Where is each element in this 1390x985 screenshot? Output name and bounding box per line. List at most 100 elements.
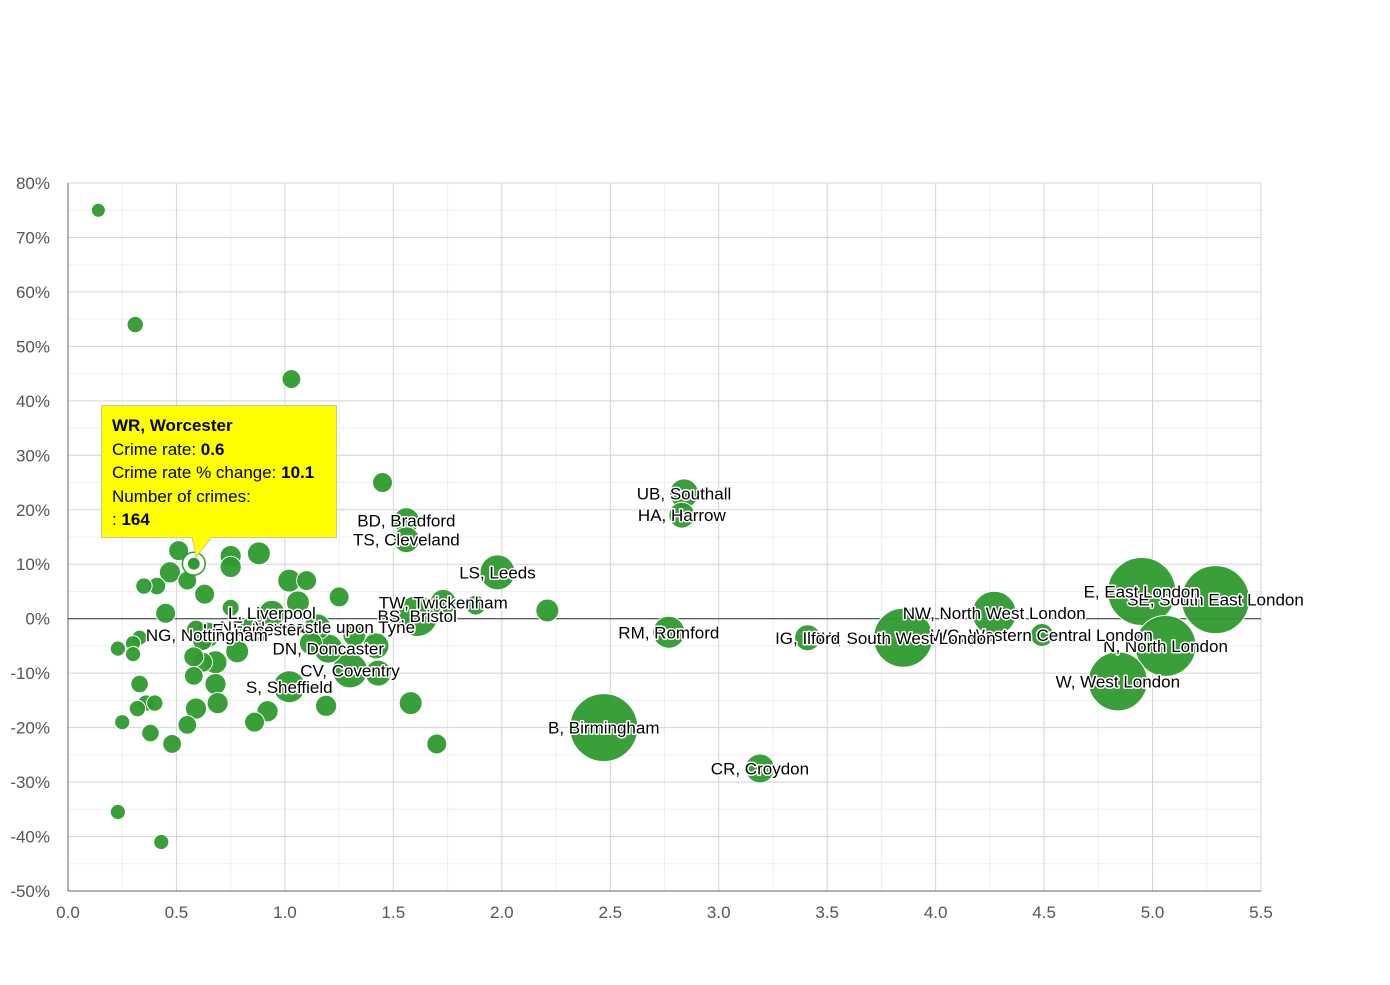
bubble-label: S, Sheffield — [246, 678, 333, 697]
bubble[interactable] — [392, 526, 420, 554]
bubble[interactable] — [158, 561, 182, 584]
bubble[interactable] — [1107, 556, 1177, 626]
bubble-label: LE, Leicester — [203, 621, 303, 640]
y-tick-label: -30% — [10, 773, 50, 792]
bubble[interactable] — [1134, 615, 1197, 677]
x-tick-label: 4.0 — [924, 903, 948, 922]
bubble[interactable] — [744, 753, 775, 784]
bubble-label: N, North London — [1103, 637, 1228, 656]
bubble[interactable] — [194, 583, 216, 605]
tooltip-count-row: : 164 — [112, 508, 326, 532]
bubble[interactable] — [328, 586, 350, 608]
bubble[interactable] — [281, 369, 302, 389]
bubble[interactable] — [183, 646, 205, 668]
x-tick-label: 5.0 — [1141, 903, 1165, 922]
bubble[interactable] — [124, 645, 142, 663]
bubble[interactable] — [873, 607, 934, 668]
x-tick-label: 2.5 — [598, 903, 622, 922]
bubble[interactable] — [342, 623, 367, 648]
bubble[interactable] — [258, 599, 286, 627]
y-tick-label: 30% — [16, 446, 50, 465]
bubble-label: RM, Romford — [618, 623, 719, 642]
bubble-highlighted[interactable] — [186, 556, 201, 571]
bubble[interactable] — [296, 570, 318, 592]
bubble-label: HA, Harrow — [638, 506, 727, 525]
tooltip-count-label: Number of crimes: — [112, 486, 251, 506]
bubble-label: IG, Ilford — [775, 629, 840, 648]
bubble[interactable] — [298, 631, 323, 656]
bubble[interactable] — [372, 472, 394, 494]
bubble[interactable] — [315, 694, 338, 717]
tooltip-pointer — [191, 537, 213, 559]
bubble-label: LS, Leeds — [459, 563, 536, 582]
bubble-label: L, Liverpool — [228, 604, 316, 623]
bubble[interactable] — [364, 659, 392, 687]
bubble[interactable] — [272, 670, 306, 704]
bubble[interactable] — [465, 594, 487, 616]
bubble[interactable] — [183, 665, 204, 686]
bubble-label: B, Birmingham — [548, 719, 659, 738]
bubble[interactable] — [246, 541, 271, 566]
bubble[interactable] — [141, 723, 160, 743]
bubble-label: DN, Doncaster — [273, 640, 385, 659]
y-tick-label: 20% — [16, 501, 50, 520]
bubble-label: TW, Twickenham — [379, 593, 508, 612]
bubble[interactable] — [535, 598, 560, 623]
bubble[interactable] — [114, 714, 131, 731]
bubble[interactable] — [794, 624, 822, 652]
tooltip: WR, Worcester Crime rate: 0.6 Crime rate… — [101, 405, 337, 538]
bubble[interactable] — [285, 590, 310, 615]
bubble[interactable] — [184, 697, 208, 720]
bubble[interactable] — [248, 621, 270, 643]
bubble-label: BS, Bristol — [378, 607, 457, 626]
bubble[interactable] — [569, 693, 639, 763]
bubble[interactable] — [109, 640, 126, 657]
bubble[interactable] — [244, 711, 266, 733]
bubble[interactable] — [206, 692, 229, 715]
tooltip-change-row: Crime rate % change: 10.1 — [112, 461, 326, 485]
bubble[interactable] — [109, 803, 126, 821]
bubble[interactable] — [971, 590, 1017, 636]
bubble[interactable] — [398, 691, 423, 716]
bubble[interactable] — [162, 734, 183, 754]
grid — [67, 182, 1262, 892]
bubble[interactable] — [1029, 623, 1054, 648]
bubble[interactable] — [219, 555, 242, 579]
y-tick-label: -50% — [10, 882, 50, 901]
bubble[interactable] — [479, 554, 516, 591]
bubble[interactable] — [177, 714, 198, 735]
bubble[interactable] — [396, 594, 439, 637]
bubble-label: W, West London — [1056, 672, 1180, 691]
y-tick-label: -10% — [10, 664, 50, 683]
bubble[interactable] — [135, 577, 153, 595]
bubble[interactable] — [652, 615, 686, 649]
bubble[interactable] — [1087, 651, 1148, 712]
bubble-label: UB, Southall — [637, 484, 732, 503]
bubble[interactable] — [153, 833, 170, 851]
x-tick-label: 4.5 — [1032, 903, 1056, 922]
y-tick-label: 10% — [16, 555, 50, 574]
bubble[interactable] — [146, 694, 164, 712]
bubble[interactable] — [221, 598, 240, 617]
y-tick-label: 0% — [25, 610, 50, 629]
bubble[interactable] — [130, 674, 149, 694]
y-tick-label: 80% — [16, 174, 50, 193]
bubble[interactable] — [204, 672, 227, 696]
bubble[interactable] — [429, 588, 457, 616]
bubble[interactable] — [668, 501, 696, 529]
bubble[interactable] — [362, 632, 390, 660]
x-tick-label: 1.0 — [273, 903, 297, 922]
bubble[interactable] — [128, 699, 147, 718]
bubble[interactable] — [155, 602, 177, 624]
bubble[interactable] — [225, 639, 250, 664]
bubble-label: CV, Coventry — [300, 661, 400, 680]
bubble[interactable] — [1180, 565, 1250, 635]
bubble[interactable] — [168, 540, 190, 562]
tooltip-count-value: 164 — [121, 510, 150, 529]
bubble[interactable] — [426, 733, 448, 755]
bubble[interactable] — [186, 619, 206, 640]
bubble[interactable] — [90, 202, 106, 218]
bubble[interactable] — [126, 315, 144, 334]
y-tick-label: 40% — [16, 392, 50, 411]
